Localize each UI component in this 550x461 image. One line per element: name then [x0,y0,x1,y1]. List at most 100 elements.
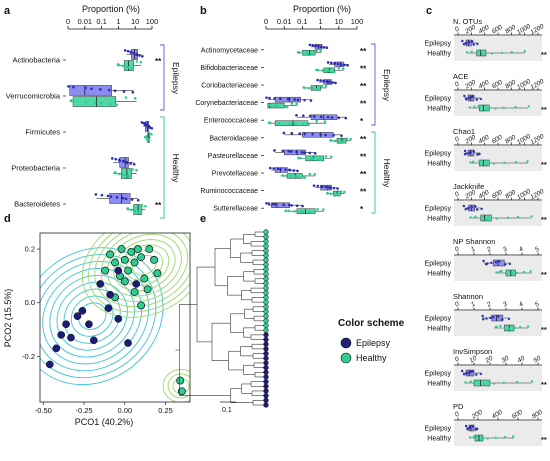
panel-b-dot-hea [297,156,300,160]
panel-a-dot-hea [133,210,137,213]
metric-dot-hea [526,325,530,328]
panel-b-significance: ** [360,82,367,91]
dendrogram-leaf-healthy [263,271,269,277]
metric-group-label: Epilepsy [425,41,452,48]
metric-dot-hea [469,216,472,219]
metric-dot-hea [474,215,477,218]
panel-a-dot-epi [123,49,127,52]
metric-dot-hea [492,162,496,165]
panel-a-group-bracket [160,44,165,111]
panel-b-dot-epi [311,43,315,47]
pcoa-y-tick-label: -0.2 [22,352,35,361]
panel-a-dot-hea [115,103,118,107]
panel-a-dot-hea [124,96,128,99]
panel-a-dot-epi [132,52,136,55]
panel-b-dot-epi [308,43,312,47]
healthy-density-contour [88,233,190,313]
metric-dot-epi [472,150,476,153]
panel-b-box-hea [274,120,309,126]
panel-b-dot-epi [303,98,306,102]
panel-b-dot-epi [302,114,305,117]
metric-dot-epi [475,427,479,431]
metric-dot-epi [482,318,485,321]
pcoa-point-epilepsy [89,336,98,345]
panel-a-dot-hea [133,96,137,100]
metric-dot-hea [527,105,531,108]
metric-dot-epi [475,98,478,101]
panel-a-dot-epi [114,157,118,161]
panel-b-dot-hea [299,210,302,214]
panel-b-dot-hea [301,123,305,126]
metric-tick-label: 20 [484,355,495,365]
panel-b-dot-hea [308,172,312,176]
metric-dot-epi [476,153,479,156]
metric-background [454,91,542,116]
panel-a-dot-epi [110,157,114,160]
panel-b-dot-hea [317,158,320,161]
metric-dot-epi [471,425,475,428]
panel-b-dot-epi [295,150,298,154]
panel-a-dot-epi [99,88,102,91]
metric-dot-hea [503,161,506,165]
panel-a-group-label: Healthy [171,154,181,184]
panel-b-significance: * [360,205,364,214]
dendrogram-leaf-healthy [263,266,269,273]
metric-dot-epi [471,370,474,373]
panel-b-dot-hea [276,105,280,108]
pcoa-point-epilepsy [62,320,70,329]
panel-a-dot-hea [69,99,73,102]
panel-b-dot-hea [289,174,293,178]
metric-tick-label: 0 [454,136,461,144]
metric-dot-epi [464,424,468,428]
panel-b-dot-epi [289,150,293,153]
metric-dot-hea [472,435,476,438]
panel-b-dot-hea [342,141,345,144]
panel-b-dot-epi [296,169,299,173]
metric-dot-epi [476,42,479,46]
panel-b-dot-hea [273,104,277,108]
panel-a-tick-label: 100 [146,17,159,26]
panel-a-dot-hea [117,63,121,67]
panel-b-dot-epi [319,133,322,136]
panel-a-dot-hea [130,208,133,212]
panel-b-dot-epi [343,63,346,67]
epilepsy-density-contour [70,295,114,337]
metric-tick-label: 1200 [529,78,545,91]
metric-tick-label: 0 [454,301,461,309]
metric-title: Jackknife [453,182,484,191]
panel-b-dot-hea [333,70,336,74]
panel-a-tick-label: 0.1 [96,17,106,26]
metric-tick-label: 1200 [529,23,545,36]
panel-b-taxon-label: Enterococcaceae [204,118,258,125]
panel-b-dot-epi [330,61,333,65]
metric-dot-hea [495,325,498,328]
metric-tick-label: 30 [500,355,510,365]
panel-a-group-bracket [160,116,165,219]
legend-healthy-label: Healthy [356,353,387,363]
panel-b-dot-epi [319,115,323,118]
panel-b-dot-epi [331,81,334,84]
panel-letter-c: c [426,5,432,17]
pcoa-point-healthy [120,277,129,286]
metric-dot-epi [494,260,498,264]
panel-a-box-epi [69,85,112,96]
panel-a-dot-epi [132,162,136,166]
panel-a-dot-hea [137,211,141,215]
dendrogram-leaf-epilepsy [263,355,269,361]
panel-a-dot-epi [146,125,150,129]
panel-b-dot-epi [300,150,304,154]
panel-b-tick-label: 10 [335,17,343,26]
pcoa-y-tick-label: 0.2 [25,245,35,254]
metric-dot-hea [469,380,472,383]
panel-b-dot-hea [343,190,346,194]
dendrogram-leaf-healthy [263,243,269,249]
metric-dot-epi [468,425,472,429]
panel-b-group-bracket [371,131,376,214]
metric-box-hea [473,379,491,387]
pcoa-point-healthy [130,258,139,267]
metric-dot-epi [472,43,475,46]
pcoa-point-epilepsy [73,312,82,321]
panel-a-dot-epi [106,194,110,198]
metric-dot-hea [480,214,483,218]
metric-dot-epi [491,315,495,319]
